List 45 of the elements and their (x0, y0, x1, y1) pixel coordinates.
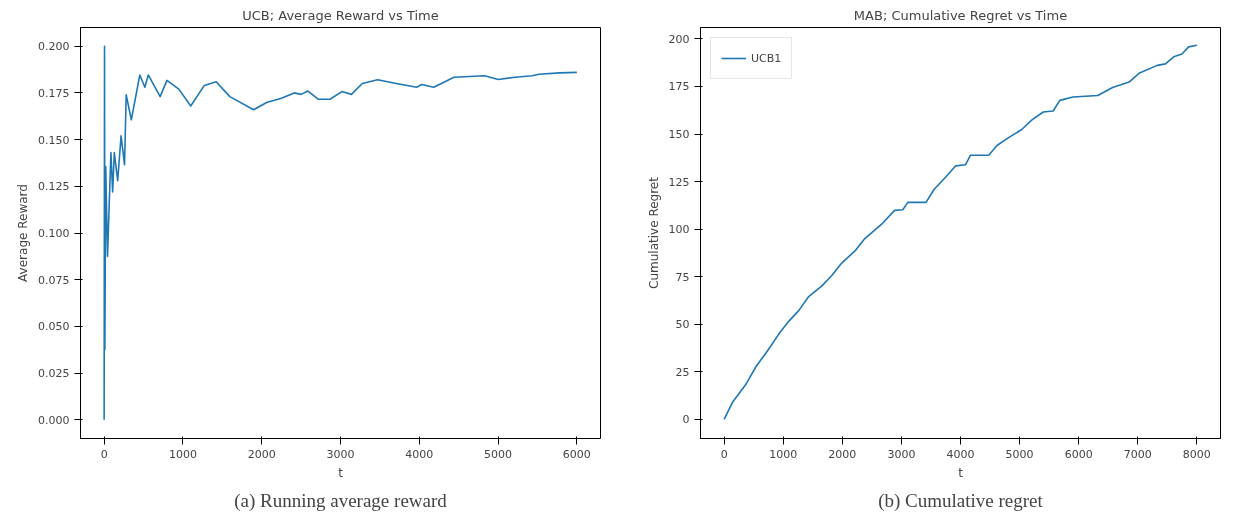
x-tick-label: 4000 (405, 447, 434, 461)
x-tick-label: 5000 (1005, 447, 1034, 461)
x-tick-label: 1000 (168, 447, 197, 461)
y-axis-title: Average Reward (16, 184, 31, 282)
y-tick-label: 25 (675, 365, 690, 379)
y-tick-label: 0.150 (38, 133, 70, 147)
chart-title: UCB; Average Reward vs Time (242, 7, 439, 23)
y-tick-label: 100 (668, 223, 690, 237)
x-axis-title: t (958, 465, 964, 480)
text: (a) Running average reward (234, 489, 448, 512)
x-tick-label: 6000 (1064, 447, 1093, 461)
y-tick-label: 0.025 (38, 367, 70, 381)
y-tick-label: 200 (668, 32, 690, 46)
y-tick-label: 150 (668, 128, 690, 142)
x-tick-label: 0 (720, 447, 728, 461)
y-tick-label: 0 (682, 413, 690, 427)
y-tick-label: 0.050 (38, 320, 70, 334)
x-tick-label: 3000 (326, 447, 355, 461)
x-tick-label: 6000 (562, 447, 591, 461)
line-series (723, 44, 1198, 421)
x-tick-label: 8000 (1182, 447, 1211, 461)
y-tick-label: 0.000 (38, 413, 70, 427)
y-tick-label: 50 (675, 318, 690, 332)
x-tick-label: 5000 (484, 447, 513, 461)
x-tick-label: 3000 (887, 447, 916, 461)
y-tick-label: 175 (668, 80, 690, 94)
y-tick-label: 125 (668, 175, 690, 189)
text: (b) Cumulative regret (878, 489, 1044, 512)
x-tick-label: 2000 (247, 447, 276, 461)
legend-label: UCB1 (751, 51, 782, 65)
y-tick-label: 0.175 (38, 86, 70, 100)
x-tick-label: 2000 (828, 447, 857, 461)
x-tick-label: 7000 (1123, 447, 1152, 461)
y-tick-label: 0.100 (38, 227, 70, 240)
y-tick-label: 0.125 (38, 180, 70, 194)
y-axis-title: Cumulative Regret (646, 176, 661, 289)
y-tick-label: 75 (675, 270, 690, 284)
x-tick-label: 4000 (946, 447, 975, 461)
y-tick-label: 0.075 (38, 273, 70, 287)
line-series (103, 45, 578, 421)
x-tick-label: 1000 (769, 447, 798, 461)
chart-title: MAB; Cumulative Regret vs Time (853, 7, 1068, 23)
x-tick-label: 0 (100, 447, 108, 461)
y-tick-label: 0.200 (38, 40, 70, 54)
x-axis-title: t (338, 465, 344, 480)
